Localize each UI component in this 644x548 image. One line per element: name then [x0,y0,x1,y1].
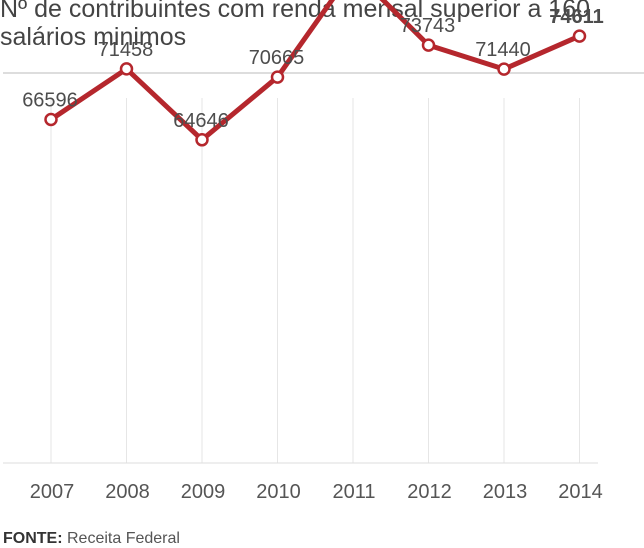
data-point-2014 [572,29,587,43]
source-text: Receita Federal [67,530,180,547]
data-label-2007: 66596 [22,90,78,112]
x-tick-label-2013: 2013 [483,481,528,503]
data-point-2010 [270,70,285,84]
x-tick-label-2008: 2008 [105,481,150,503]
chart-title: Nº de contribuintes com renda mensal sup… [0,0,591,51]
data-label-2013: 71440 [475,39,531,61]
points-layer [44,29,587,147]
x-tick-label-2014: 2014 [558,481,603,503]
data-label-2014: 74611 [549,6,604,28]
data-label-2008: 71458 [98,39,154,61]
data-point-2008 [119,62,134,76]
x-tick-label-2010: 2010 [256,481,301,503]
data-label-2009: 64646 [173,110,229,132]
x-tick-label-2009: 2009 [181,481,226,503]
grid-layer [50,98,580,463]
source-note: FONTE: Receita Federal [3,530,180,548]
data-point-2012 [421,38,436,52]
data-point-2013 [497,62,511,76]
ticks-layer: 2007 2008 2009 2010 2011 2012 2013 2014 [30,481,603,503]
labels-layer: 6659671458646467066580930737437144074611 [22,6,604,132]
x-tick-label-2007: 2007 [30,481,75,503]
x-tick-label-2012: 2012 [407,481,452,503]
data-point-2007 [44,112,58,127]
data-label-2010: 70665 [249,47,305,69]
data-point-2009 [195,133,209,147]
x-tick-label-2011: 2011 [332,481,375,503]
data-label-2012: 73743 [400,15,456,37]
source-label: FONTE: [3,530,63,547]
series-line [48,0,582,143]
title-divider [3,72,644,74]
